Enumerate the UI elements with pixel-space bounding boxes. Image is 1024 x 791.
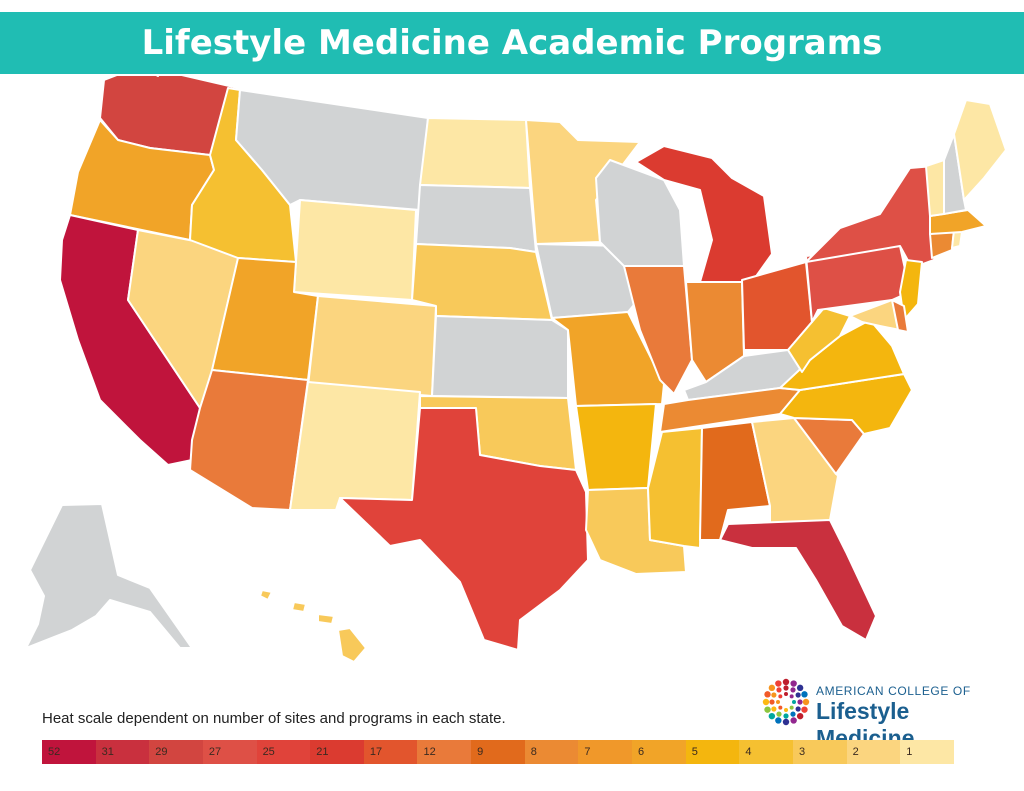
logo-dot [778, 705, 783, 710]
logo-dot [790, 687, 796, 693]
state-arizona [189, 369, 309, 511]
legend-cell-7: 7 [578, 740, 633, 764]
heat-scale-note: Heat scale dependent on number of sites … [42, 710, 506, 727]
logo-dot [797, 699, 803, 705]
legend-cell-5: 5 [685, 740, 740, 764]
logo-dot [771, 692, 777, 698]
state-vermont [925, 159, 945, 217]
legend-cell-1: 1 [900, 740, 954, 764]
us-states-map [25, 76, 1007, 663]
logo-dot [762, 698, 770, 706]
state-maryland [849, 299, 901, 331]
logo-dot [790, 717, 797, 724]
state-maine [953, 99, 1007, 201]
logo-mark [762, 678, 810, 726]
logo-dot [768, 684, 776, 692]
legend-cell-17: 17 [363, 740, 418, 764]
state-south-dakota [415, 184, 537, 253]
state-missouri [551, 311, 665, 407]
logo-dot [782, 678, 790, 686]
logo-dot [801, 691, 808, 698]
logo-dot [776, 700, 780, 704]
map-title: Lifestyle Medicine Academic Programs [141, 23, 883, 63]
legend-cell-12: 12 [417, 740, 472, 764]
logo-dot [764, 691, 771, 698]
state-delaware [891, 299, 909, 333]
logo-dot [775, 680, 782, 687]
logo-dot [782, 718, 790, 726]
legend-cell-27: 27 [202, 740, 257, 764]
logo-dot [764, 706, 771, 713]
state-kansas [431, 315, 569, 399]
heat-scale-legend: 52 31 29 27 25 21 17 12 9 8 7 6 5 4 3 2 1 [42, 740, 954, 764]
legend-cell-8: 8 [524, 740, 579, 764]
legend-cell-25: 25 [256, 740, 311, 764]
logo-dot [802, 698, 810, 706]
state-arkansas [575, 403, 657, 491]
state-michigan [635, 145, 773, 283]
logo-dot [795, 692, 801, 698]
legend-cell-9: 9 [471, 740, 525, 764]
state-new-jersey [899, 259, 923, 321]
logo-dot [789, 694, 794, 699]
logo-dot [771, 706, 777, 712]
state-wyoming [293, 199, 417, 301]
state-hawaii [259, 589, 367, 663]
legend-cell-31: 31 [95, 740, 150, 764]
state-florida [719, 519, 877, 641]
logo-dot [783, 685, 789, 691]
legend-cell-29: 29 [149, 740, 203, 764]
logo-dot [776, 711, 782, 717]
state-mississippi [647, 427, 703, 549]
legend-cell-2: 2 [846, 740, 901, 764]
title-banner: Lifestyle Medicine Academic Programs [0, 12, 1024, 74]
logo-organization: AMERICAN COLLEGE OF [816, 684, 971, 698]
legend-cell-52: 52 [42, 740, 96, 764]
logo-dot [784, 708, 788, 712]
legend-cell-21: 21 [310, 740, 364, 764]
logo-dot [790, 680, 797, 687]
logo-dot [768, 712, 776, 720]
logo-dot [775, 717, 782, 724]
legend-cell-3: 3 [792, 740, 847, 764]
state-texas [339, 407, 589, 651]
logo-dot [789, 705, 794, 710]
logo-dot [796, 684, 804, 692]
logo-dot [783, 713, 789, 719]
logo-dot [801, 706, 808, 713]
legend-cell-4: 4 [739, 740, 793, 764]
logo-dot [795, 706, 801, 712]
state-new-hampshire [943, 133, 967, 215]
state-alaska [25, 503, 193, 649]
logo-dot [790, 711, 796, 717]
state-illinois [623, 265, 693, 395]
legend-cell-6: 6 [632, 740, 686, 764]
state-wisconsin [595, 159, 685, 267]
logo-dot [792, 700, 796, 704]
state-colorado [307, 295, 437, 397]
state-north-dakota [419, 117, 531, 189]
acl-logo: AMERICAN COLLEGE OF Lifestyle Medicine [762, 678, 1012, 751]
logo-dot [769, 699, 775, 705]
logo-dot [776, 687, 782, 693]
logo-dot [784, 692, 788, 696]
logo-dot [778, 694, 783, 699]
logo-dot [796, 712, 804, 720]
state-new-mexico [289, 381, 421, 511]
